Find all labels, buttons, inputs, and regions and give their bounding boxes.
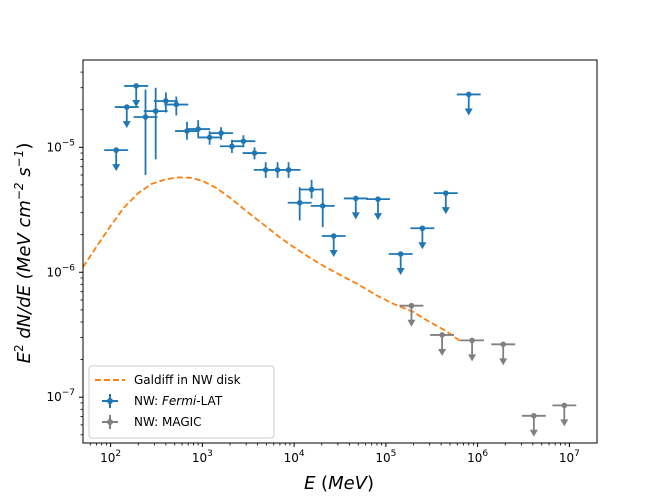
data-point — [299, 179, 324, 199]
y-tick-label: 10−5 — [46, 138, 75, 154]
legend-magic-errorbar-icon — [102, 415, 118, 429]
legend-label-galdiff: Galdiff in NW disk — [134, 373, 241, 387]
upper-limit-marker — [343, 195, 368, 220]
upper-limit-marker — [321, 233, 346, 258]
upper-limit-marker — [388, 251, 413, 276]
data-point — [133, 89, 158, 176]
data-point — [143, 87, 168, 160]
data-point — [287, 187, 312, 221]
galdiff-curve-layer — [82, 176, 462, 343]
upper-limit-marker — [104, 147, 129, 172]
legend-label-magic: NW: MAGIC — [134, 415, 202, 429]
upper-limit-marker — [552, 402, 577, 427]
galdiff-line — [82, 176, 462, 343]
x-tick-label: 104 — [284, 449, 305, 465]
upper-limit-marker — [430, 332, 455, 356]
y-axis-label: E2 dN/dE (MeV cm−2 s−1) — [12, 143, 35, 364]
legend-fermi-errorbar-icon — [102, 394, 118, 408]
legend-box — [88, 365, 275, 439]
y-tick-label: 10−6 — [46, 263, 75, 279]
data-point — [231, 135, 256, 148]
upper-limit-marker — [124, 83, 149, 107]
data-point — [153, 92, 178, 113]
data-point — [242, 147, 267, 160]
upper-limit-marker — [399, 302, 424, 327]
data-point — [310, 188, 335, 228]
fermi-series — [104, 83, 481, 276]
x-tick-label: 102 — [100, 449, 121, 465]
legend-label-fermi: NW: Fermi-LAT — [134, 394, 223, 408]
plot-frame — [82, 59, 598, 444]
upper-limit-marker — [491, 341, 516, 366]
data-point — [209, 127, 234, 140]
upper-limit-marker — [460, 337, 485, 362]
y-tick-label: 10−7 — [46, 388, 75, 404]
x-tick-label: 105 — [375, 449, 396, 465]
upper-limit-marker — [433, 190, 458, 215]
axis-ticks-layer: 102 103 104 105 106 107 10−7 10−6 10−5 — [46, 71, 580, 465]
magic-series — [399, 302, 577, 437]
upper-limit-marker — [114, 104, 139, 129]
data-point — [164, 96, 189, 116]
upper-limit-marker — [456, 91, 481, 116]
upper-limit-marker — [521, 412, 546, 437]
x-tick-label: 103 — [192, 449, 213, 465]
upper-limit-marker — [410, 225, 435, 250]
upper-limit-marker — [366, 196, 390, 221]
x-axis-label: E (MeV) — [304, 473, 374, 494]
legend: Galdiff in NW disk NW: Fermi-LAT NW: MAG… — [88, 365, 275, 439]
data-point — [186, 120, 211, 138]
data-points-layer — [104, 83, 577, 437]
data-point — [276, 162, 301, 178]
x-tick-label: 106 — [467, 449, 488, 465]
x-tick-label: 107 — [559, 449, 580, 465]
